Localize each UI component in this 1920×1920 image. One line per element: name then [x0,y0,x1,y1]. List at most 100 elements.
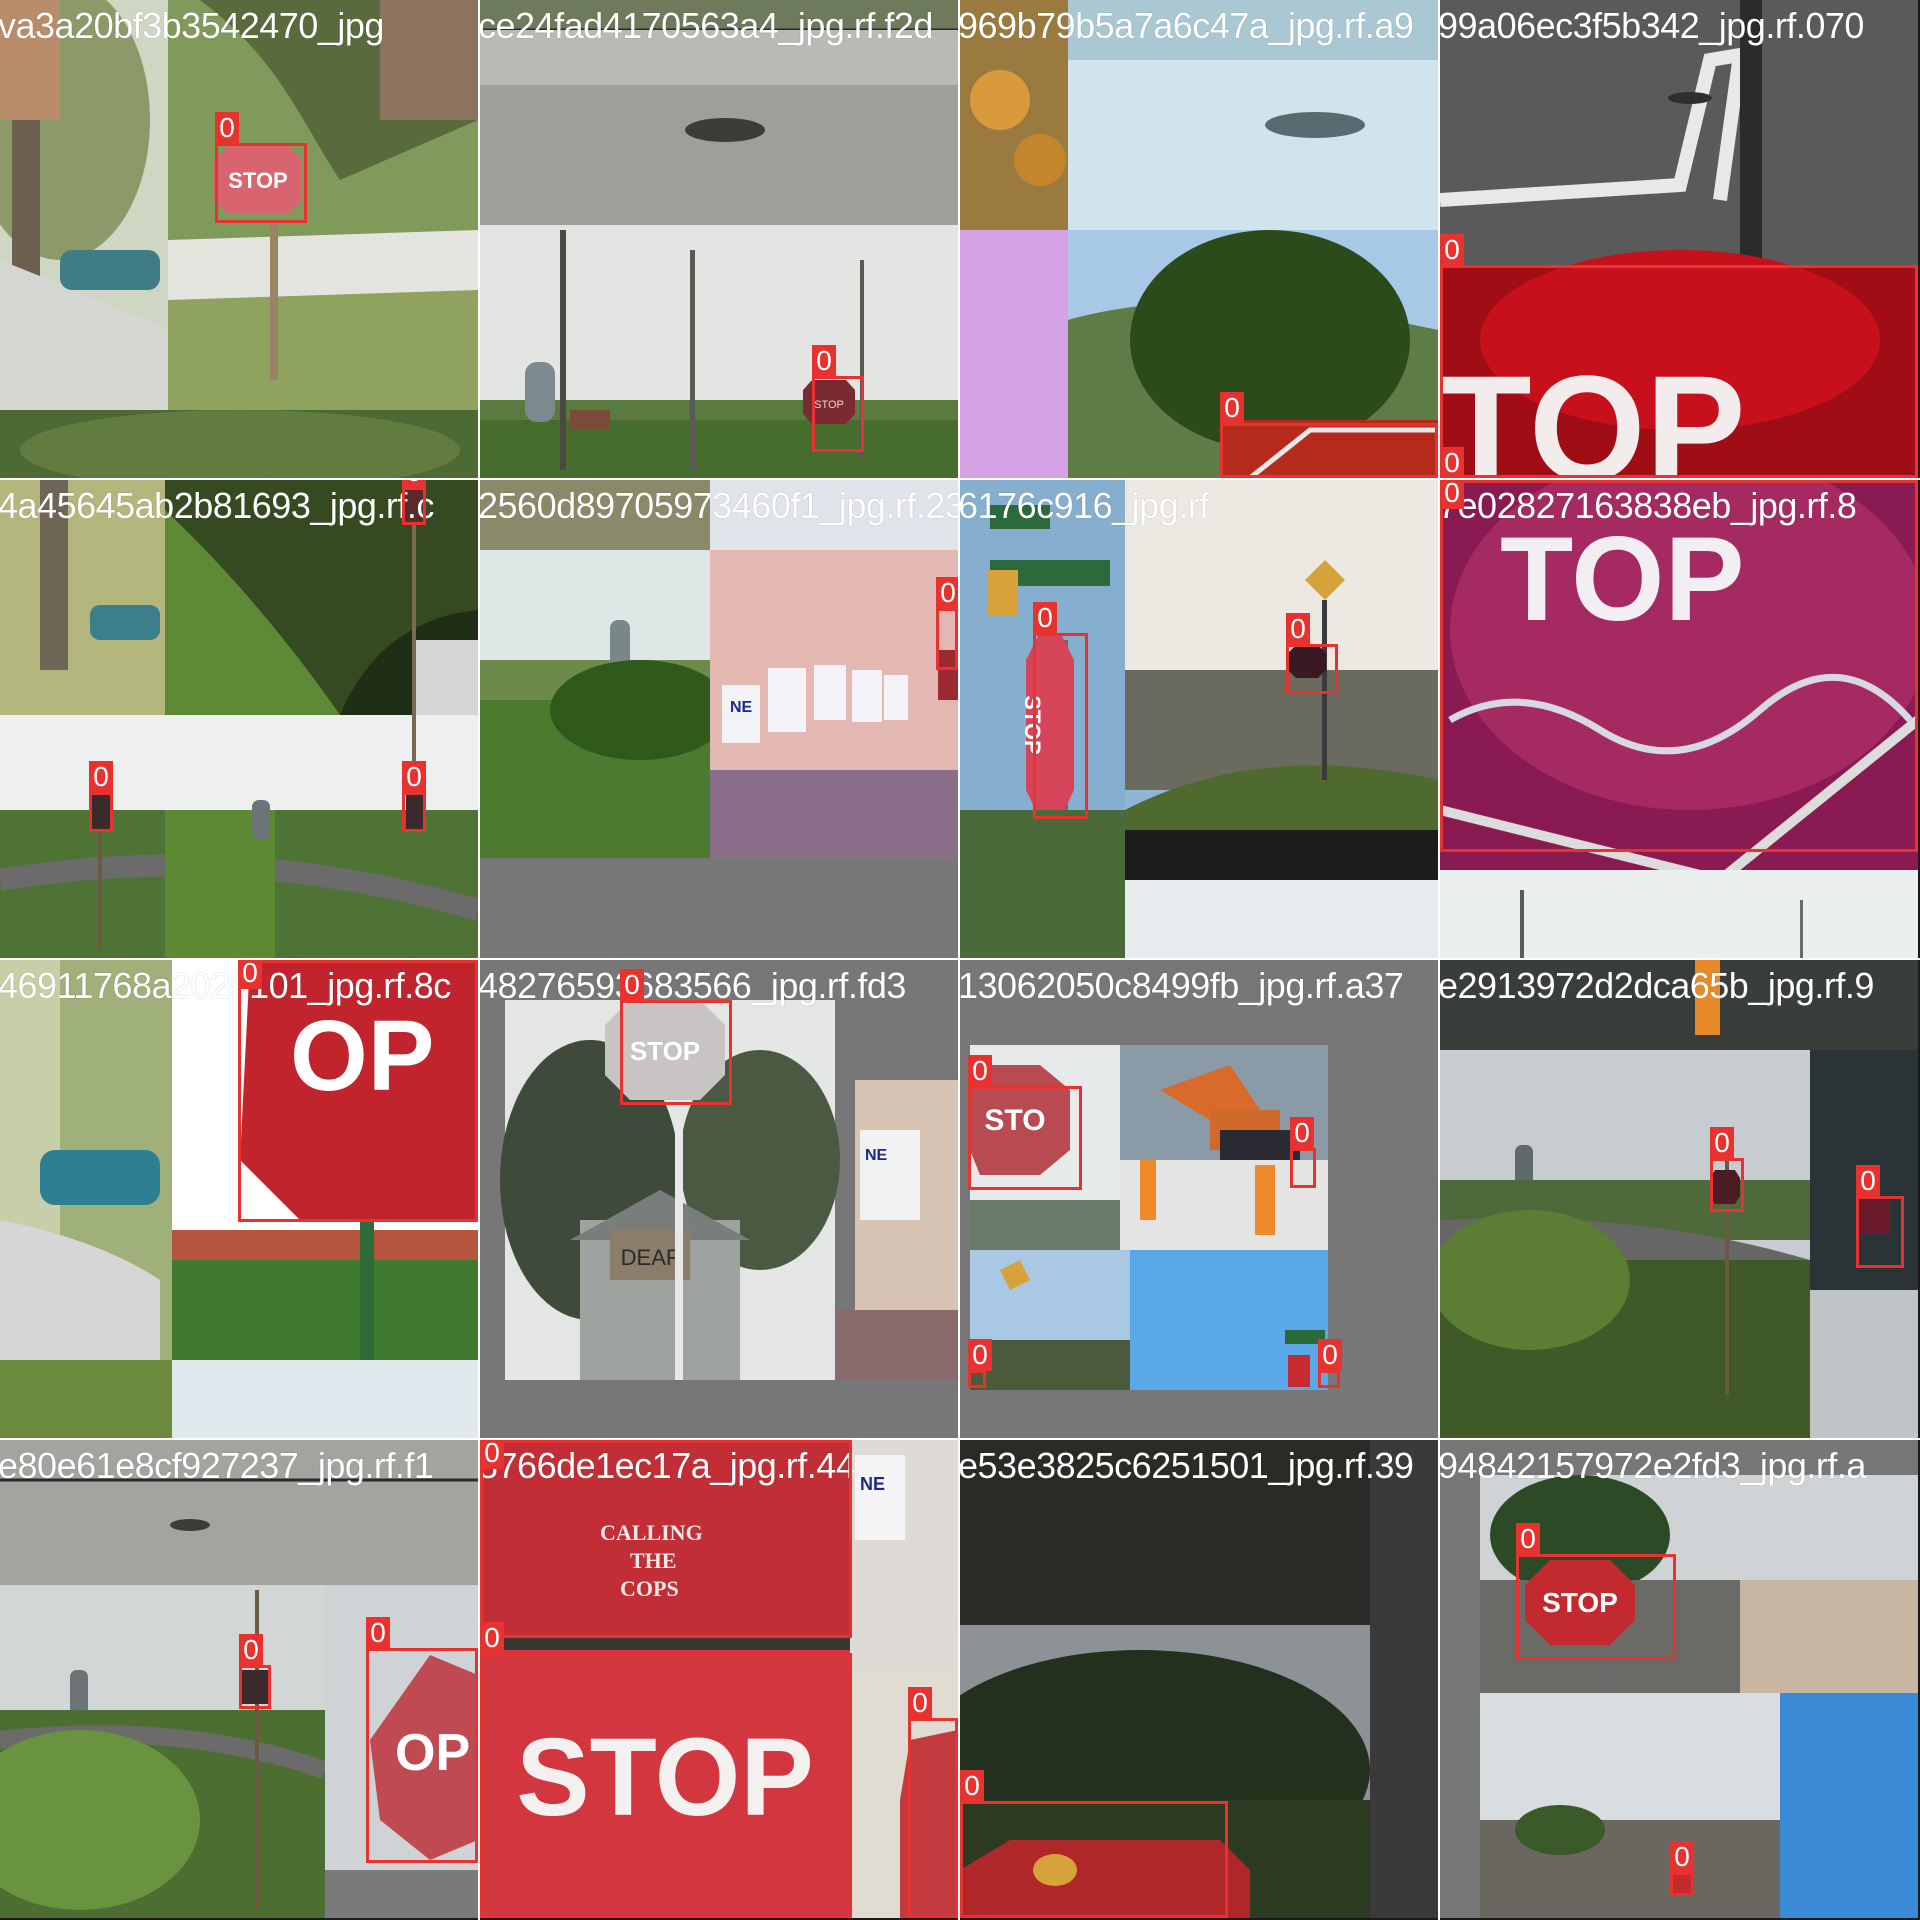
image-filename: e53e3825c6251501_jpg.rf.39 [960,1445,1414,1486]
mosaic-tile: CALLING THE COPS NE STOP 8766de1ec17a_jp… [480,1440,958,1918]
stop-sign-bounding-box: 0 [1670,1841,1694,1896]
stop-sign-bounding-box: 0 [812,345,864,452]
image-filename: ce24fad4170563a4_jpg.rf.f2d [480,5,933,46]
svg-text:NE: NE [730,699,753,716]
svg-text:COPS: COPS [620,1576,679,1601]
class-label: 0 [1440,447,1464,478]
scene-image: NE [480,480,958,958]
class-label: 0 [812,345,836,377]
stop-sign-bounding-box: 0 [908,1687,958,1918]
svg-text:STOP: STOP [630,1036,700,1066]
class-label: 0 [480,1622,504,1654]
svg-text:STOP: STOP [516,1716,814,1839]
mosaic-tile: NE 2560d89705973460f1_jpg.rf.23 0 [480,480,958,958]
stop-sign-bounding-box: 0 [238,960,478,1222]
mosaic-tile: OP 46911768a2025101_jpg.rf.8c 0 [0,960,478,1438]
svg-text:STOP: STOP [228,168,288,193]
class-label: 0 [1440,234,1464,266]
class-label: 0 [936,577,958,609]
image-filename: 94842157972e2fd3_jpg.rf.a [1440,1445,1866,1486]
image-filename: 7e02827163838eb_jpg.rf.8 [1440,485,1857,526]
grid-separator [0,1438,1920,1440]
mosaic-tile: STO 13062050c8499fb_jpg.rf.a37 0 0 0 [960,960,1438,1438]
stop-sign-bounding-box: 0 [968,1055,1082,1190]
mosaic-tile: TOP 7e02827163838eb_jpg.rf.8 0 [1440,480,1918,958]
stop-sign-bounding-box: 0 [1286,613,1338,694]
scene-image [960,0,1438,478]
stop-sign-bounding-box: 0 [366,1617,478,1863]
class-label: 0 [1516,1523,1540,1555]
mosaic-tile: STOP 6176c916_jpg.rf 0 0 [960,480,1438,958]
stop-sign-bounding-box: 0 [1856,1165,1904,1268]
grid-separator [1438,0,1440,1920]
image-filename: 8766de1ec17a_jpg.rf.44 [480,1445,856,1486]
scene-image: TOP [1440,0,1918,478]
scene-image: CALLING THE COPS NE STOP [480,1440,958,1918]
svg-text:STO: STO [984,1104,1045,1137]
svg-text:DEAF: DEAF [621,1245,680,1270]
svg-text:STOP: STOP [1020,695,1045,755]
class-label: 0 [968,1055,992,1087]
image-filename: e2913972d2dca65b_jpg.rf.9 [1440,965,1874,1006]
mosaic-tile: 4a45645ab2b81693_jpg.rf.c 0 0 0 [0,480,478,958]
class-label: 0 [1220,392,1244,424]
stop-sign-bounding-box: 0 [1516,1523,1676,1660]
grid-separator [958,0,960,1920]
class-label: 0 [1318,1339,1342,1371]
svg-text:CALLING: CALLING [600,1520,703,1545]
stop-sign-bounding-box: 0 [1318,1339,1342,1388]
stop-sign-bounding-box: 0 [968,1339,992,1388]
stop-sign-bounding-box: 0 [480,1622,852,1918]
stop-sign-bounding-box: 0 [1033,602,1088,819]
scene-image: STOP [0,0,478,478]
class-label: 0 [620,969,644,1001]
image-filename: va3a20bf3b3542470_jpg [0,5,384,46]
grid-separator [478,0,480,1920]
svg-text:TOP: TOP [1500,512,1745,646]
grid-separator [0,958,1920,960]
scene-image: STOP [960,480,1438,958]
class-label: 0 [908,1687,932,1719]
svg-text:OP: OP [395,1724,470,1782]
image-filename: 4a45645ab2b81693_jpg.rf.c [0,485,434,526]
stop-sign-bounding-box: 0 [1440,480,1918,852]
mosaic-tile: STOP ce24fad4170563a4_jpg.rf.f2d 0 [480,0,958,478]
svg-text:STOP: STOP [1542,1587,1618,1618]
stop-sign-bounding-box: 0 [1710,1127,1744,1212]
image-filename: e80e61e8cf927237_jpg.rf.f1 [0,1445,434,1486]
stop-sign-bounding-box: 0 [620,969,732,1105]
scene-image [0,480,478,958]
scene-image: TOP [1440,480,1918,958]
mosaic-tile: STOP va3a20bf3b3542470_jpg 0 [0,0,478,478]
scene-image: STO [960,960,1438,1438]
scene-image [960,1440,1438,1918]
class-label: 0 [402,761,426,793]
class-label: 0 [238,960,262,989]
image-filename: 2560d89705973460f1_jpg.rf.23 [480,485,958,526]
grid-separator [0,478,1920,480]
scene-image: OP [0,960,478,1438]
class-label: 0 [239,1634,263,1666]
svg-text:OP: OP [290,1000,434,1112]
class-label: 0 [402,480,426,488]
scene-image: STOP [1440,1440,1918,1918]
stop-sign-bounding-box: 0 [239,1634,271,1709]
image-filename: 6176c916_jpg.rf [960,485,1209,526]
svg-text:NE: NE [865,1147,888,1164]
mosaic-tile: e53e3825c6251501_jpg.rf.39 0 [960,1440,1438,1918]
class-label: 0 [89,761,113,793]
stop-sign-bounding-box: 0 [215,112,307,223]
class-label: 0 [480,1440,504,1469]
stop-sign-bounding-box: 0 [1440,234,1918,478]
image-filename: 13062050c8499fb_jpg.rf.a37 [960,965,1404,1006]
mosaic-tile: DEAF STOP NE 48276593683566_jpg.rf.fd3 0 [480,960,958,1438]
stop-sign-bounding-box: 0 [1290,1117,1316,1188]
stop-sign-bounding-box: 0 [402,761,426,832]
mosaic-tile: e2913972d2dca65b_jpg.rf.9 0 0 [1440,960,1918,1438]
mosaic-tile: OP e80e61e8cf927237_jpg.rf.f1 0 0 [0,1440,478,1918]
svg-text:THE: THE [630,1548,676,1573]
class-label: 0 [366,1617,390,1649]
scene-image: DEAF STOP NE [480,960,958,1438]
scene-image: STOP [480,0,958,478]
